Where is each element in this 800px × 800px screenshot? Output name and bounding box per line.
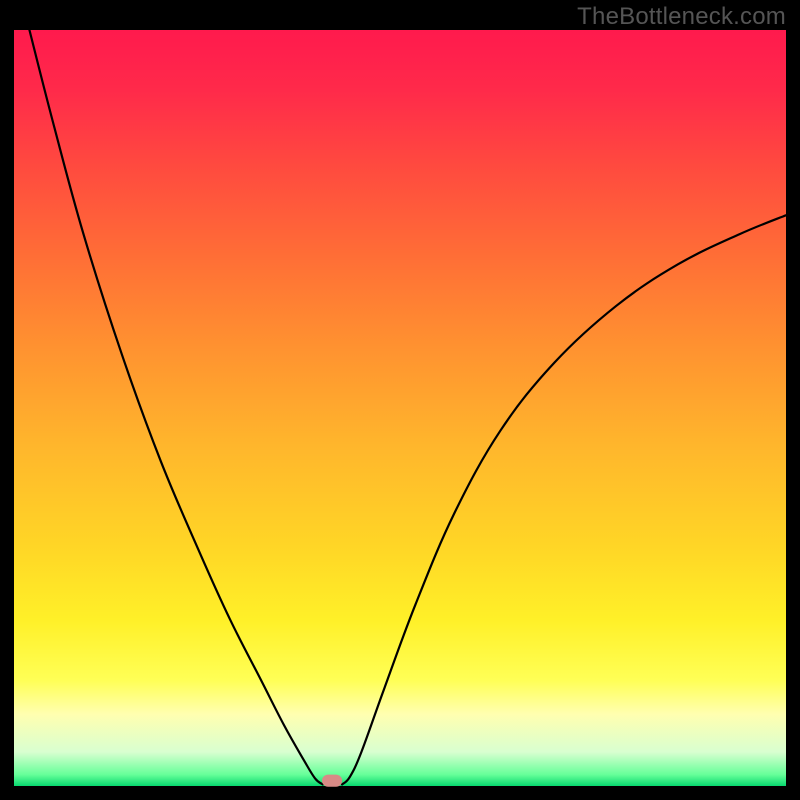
- curve-left-branch: [29, 30, 322, 784]
- watermark-text: TheBottleneck.com: [577, 3, 786, 31]
- frame-border: [0, 0, 800, 800]
- chart-svg: [14, 30, 786, 786]
- bottleneck-marker: [322, 775, 342, 787]
- plot-area: [14, 30, 786, 786]
- curve-right-branch: [342, 215, 786, 784]
